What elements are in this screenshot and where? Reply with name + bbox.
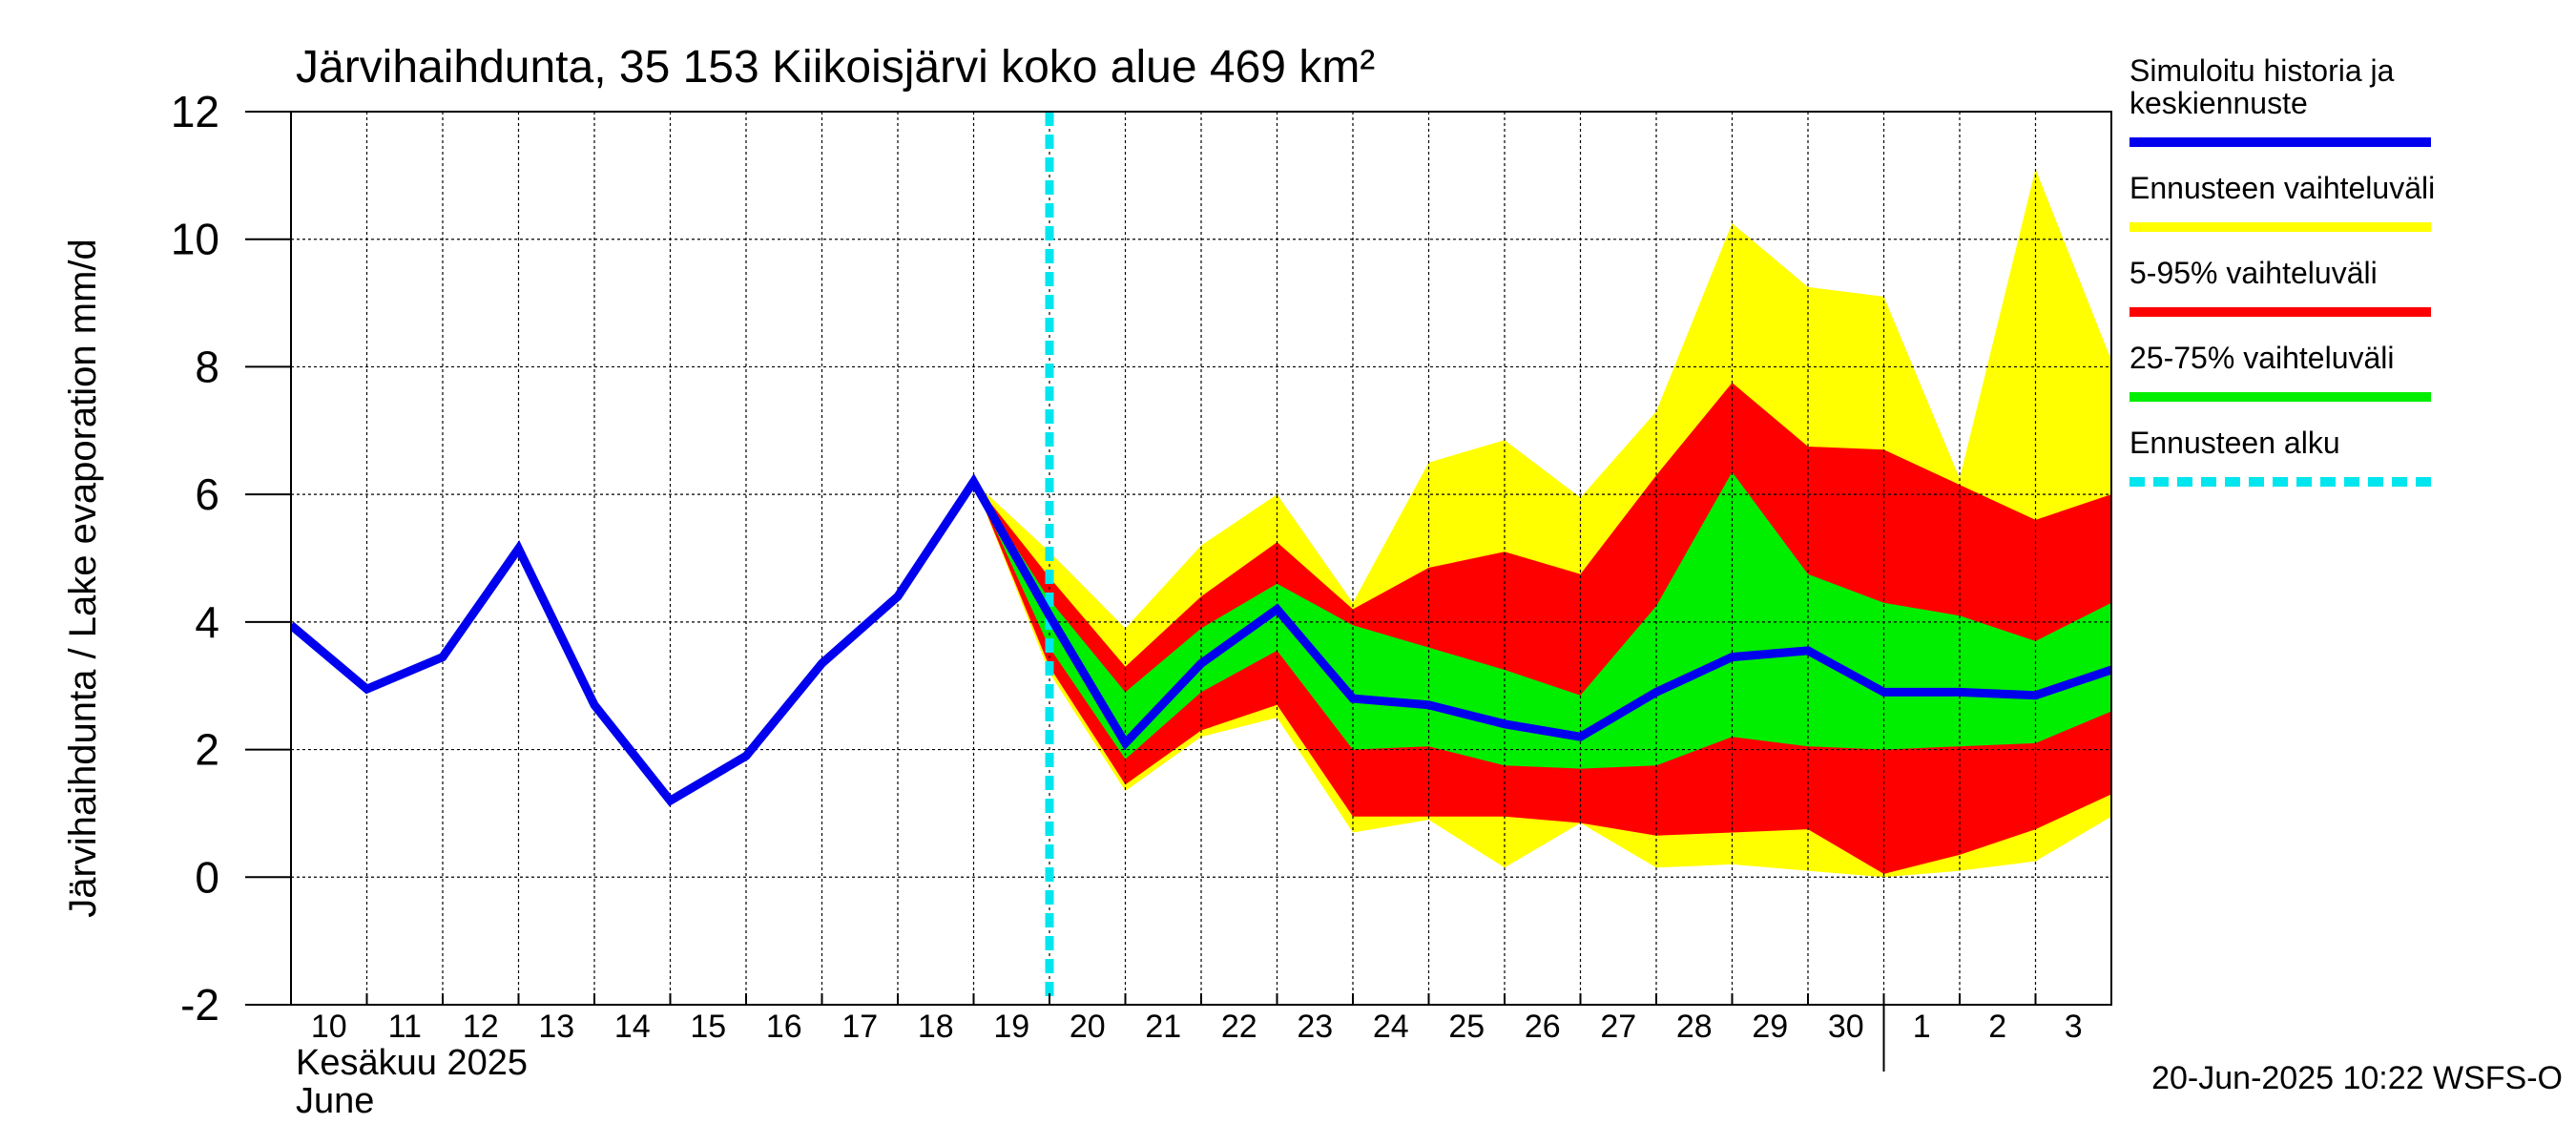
x-tick-label: 2 <box>1988 1009 2006 1045</box>
x-tick-label: 30 <box>1828 1009 1864 1045</box>
x-tick-label: 15 <box>690 1009 726 1045</box>
x-tick-label: 14 <box>614 1009 651 1045</box>
forecast-bands <box>973 169 2111 878</box>
legend-label: 25-75% vaihteluväli <box>2129 341 2395 375</box>
y-tick-label: 0 <box>195 852 219 902</box>
x-tick-label: 24 <box>1373 1009 1409 1045</box>
legend-label: Ennusteen alku <box>2129 426 2340 460</box>
x-tick-label: 29 <box>1752 1009 1788 1045</box>
y-tick-label: 4 <box>195 597 219 647</box>
x-month-label: June <box>296 1081 374 1121</box>
x-tick-label: 3 <box>2065 1009 2083 1045</box>
x-tick-label: 16 <box>766 1009 802 1045</box>
y-tick-label: 6 <box>195 469 219 519</box>
band-2 <box>973 383 2111 874</box>
x-tick-label: 26 <box>1525 1009 1561 1045</box>
x-tick-label: 20 <box>1070 1009 1106 1045</box>
series-line-1 <box>291 473 2111 806</box>
x-tick-label: 18 <box>918 1009 954 1045</box>
y-tick-label: 2 <box>195 725 219 775</box>
y-tick-label: 10 <box>171 215 219 264</box>
y-tick-label: 8 <box>195 342 219 391</box>
x-tick-label: 13 <box>538 1009 574 1045</box>
y-tick-label: -2 <box>180 980 219 1030</box>
x-tick-label: 25 <box>1448 1009 1485 1045</box>
x-tick-label: 10 <box>311 1009 347 1045</box>
legend-label: Ennusteen vaihteluväli <box>2129 171 2435 205</box>
x-tick-label: 23 <box>1297 1009 1333 1045</box>
series <box>291 473 2111 806</box>
band-3 <box>973 471 2111 769</box>
x-tick-label: 1 <box>1913 1009 1931 1045</box>
chart-title: Järvihaihdunta, 35 153 Kiikoisjärvi koko… <box>296 42 1375 93</box>
timestamp-footer: 20-Jun-2025 10:22 WSFS-O <box>2151 1060 2563 1096</box>
x-tick-label: 19 <box>993 1009 1029 1045</box>
x-tick-label: 12 <box>463 1009 499 1045</box>
y-tick-label: 12 <box>171 87 219 136</box>
x-tick-label: 28 <box>1676 1009 1713 1045</box>
legend-label: 5-95% vaihteluväli <box>2129 256 2378 290</box>
x-tick-label: 11 <box>388 1009 422 1045</box>
x-tick-label: 17 <box>841 1009 878 1045</box>
y-axis-label: Järvihaihdunta / Lake evaporation mm/d <box>62 239 104 918</box>
x-tick-label: 22 <box>1221 1009 1257 1045</box>
x-month-label: Kesäkuu 2025 <box>296 1043 528 1083</box>
legend-label: keskiennuste <box>2129 86 2308 120</box>
x-tick-label: 27 <box>1600 1009 1636 1045</box>
x-tick-label: 21 <box>1145 1009 1181 1045</box>
legend-label: Simuloitu historia ja <box>2129 53 2395 88</box>
